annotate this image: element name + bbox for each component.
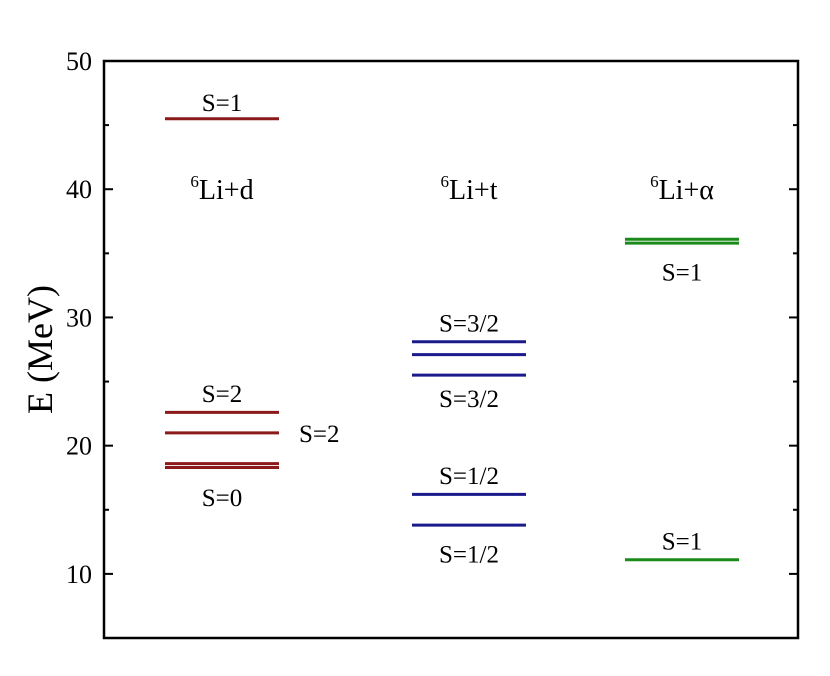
column-label-superscript: 6 [441, 172, 450, 191]
column-label-main: Li+α [659, 175, 715, 206]
y-tick-label: 10 [66, 560, 92, 589]
spin-annotation: S=3/2 [439, 386, 499, 413]
spin-annotation: S=1/2 [439, 463, 499, 490]
column-label-main: Li+d [199, 175, 254, 206]
column-label: 6Li+α [650, 172, 714, 206]
y-tick-label: 40 [66, 175, 92, 204]
y-tick-label: 50 [66, 47, 92, 76]
axes: 10 20 30 40 50 E (MeV) [20, 47, 800, 640]
spin-annotation: S=0 [202, 485, 243, 512]
spin-annotation: S=1/2 [439, 541, 499, 568]
column-label-main: Li+t [449, 175, 498, 206]
plot-frame [102, 59, 800, 640]
y-tick-label: 30 [66, 303, 92, 332]
labels: 6Li+dS=1S=2S=2S=06Li+tS=3/2S=3/2S=1/2S=1… [190, 90, 714, 568]
spin-annotation: S=1 [662, 259, 703, 286]
spin-annotation: S=2 [202, 381, 243, 408]
levels [165, 117, 739, 562]
column-label: 6Li+d [190, 172, 253, 206]
spin-annotation: S=1 [662, 529, 703, 556]
column-label-superscript: 6 [650, 172, 659, 191]
spin-annotation: S=2 [299, 421, 340, 448]
y-axis-label: E (MeV) [20, 285, 60, 414]
column-label: 6Li+t [441, 172, 498, 206]
y-tick-label: 20 [66, 432, 92, 461]
spin-annotation: S=3/2 [439, 311, 499, 338]
spin-annotation: S=1 [202, 90, 243, 117]
column-label-superscript: 6 [190, 172, 199, 191]
